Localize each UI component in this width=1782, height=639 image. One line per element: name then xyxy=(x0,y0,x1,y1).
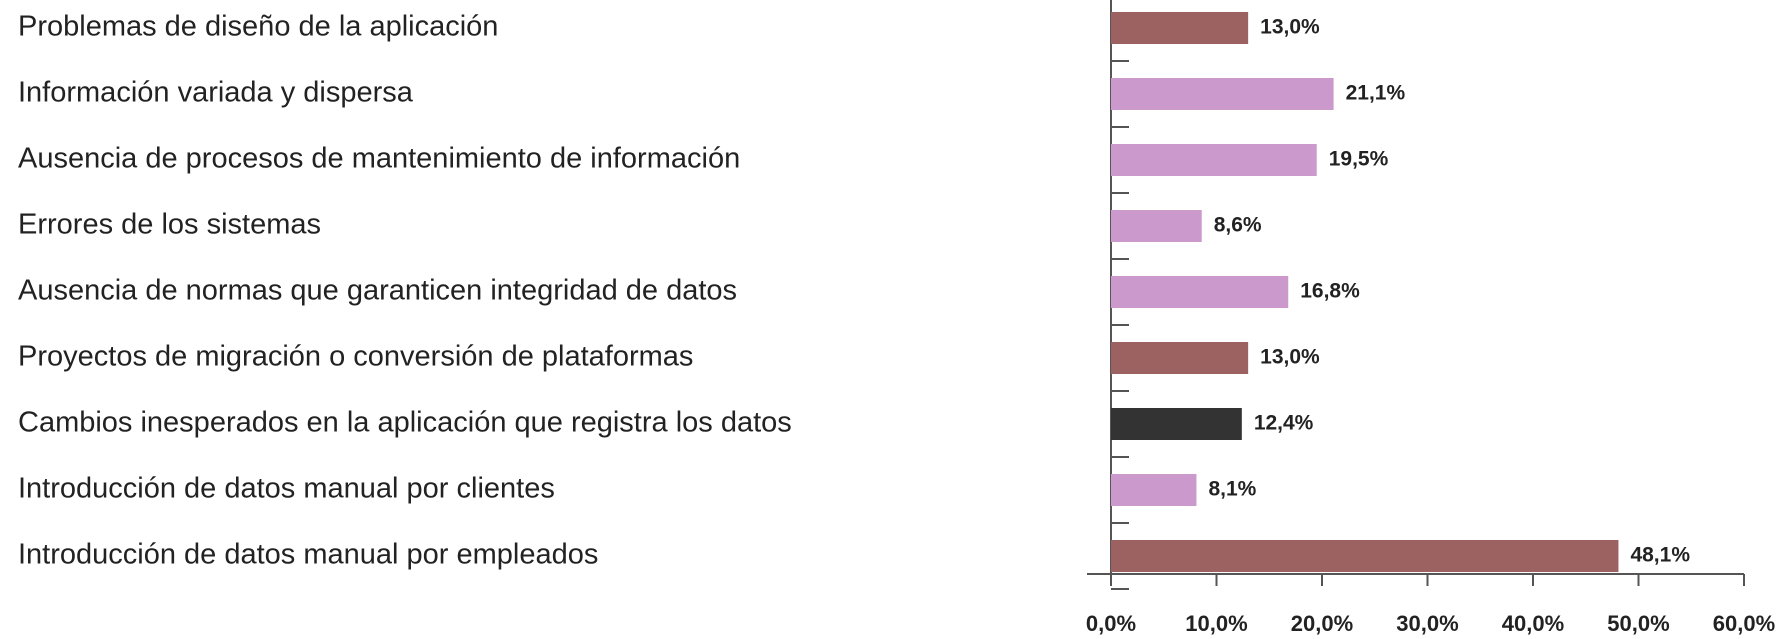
category-label: Problemas de diseño de la aplicación xyxy=(18,11,498,43)
value-label: 48,1% xyxy=(1630,544,1690,567)
x-tick-label: 60,0% xyxy=(1713,611,1775,636)
value-label: 8,6% xyxy=(1214,214,1262,237)
x-tick-label: 10,0% xyxy=(1185,611,1247,636)
category-label: Errores de los sistemas xyxy=(18,209,321,241)
category-label: Proyectos de migración o conversión de p… xyxy=(18,341,693,373)
category-label: Cambios inesperados en la aplicación que… xyxy=(18,407,792,439)
category-label: Información variada y dispersa xyxy=(18,77,414,109)
value-label: 16,8% xyxy=(1300,280,1360,303)
value-label: 8,1% xyxy=(1208,478,1256,501)
bar xyxy=(1111,474,1197,506)
value-label: 21,1% xyxy=(1346,82,1406,105)
x-tick-label: 50,0% xyxy=(1607,611,1669,636)
bar xyxy=(1111,144,1317,176)
bar xyxy=(1111,12,1249,44)
category-label: Ausencia de procesos de mantenimiento de… xyxy=(18,143,740,175)
value-label: 13,0% xyxy=(1260,346,1320,369)
category-label: Introducción de datos manual por emplead… xyxy=(18,539,598,571)
category-label: Ausencia de normas que garanticen integr… xyxy=(18,275,737,307)
bar xyxy=(1111,540,1619,572)
x-tick-label: 0,0% xyxy=(1086,611,1136,636)
bar xyxy=(1111,342,1249,374)
x-tick-label: 30,0% xyxy=(1396,611,1458,636)
value-label: 13,0% xyxy=(1260,16,1320,39)
bar xyxy=(1111,408,1242,440)
category-label: Introducción de datos manual por cliente… xyxy=(18,473,555,505)
bar xyxy=(1111,210,1202,242)
value-label: 19,5% xyxy=(1329,148,1389,171)
bar xyxy=(1111,276,1289,308)
x-tick-label: 40,0% xyxy=(1502,611,1564,636)
bar xyxy=(1111,78,1334,110)
x-tick-label: 20,0% xyxy=(1291,611,1353,636)
value-label: 12,4% xyxy=(1254,412,1314,435)
